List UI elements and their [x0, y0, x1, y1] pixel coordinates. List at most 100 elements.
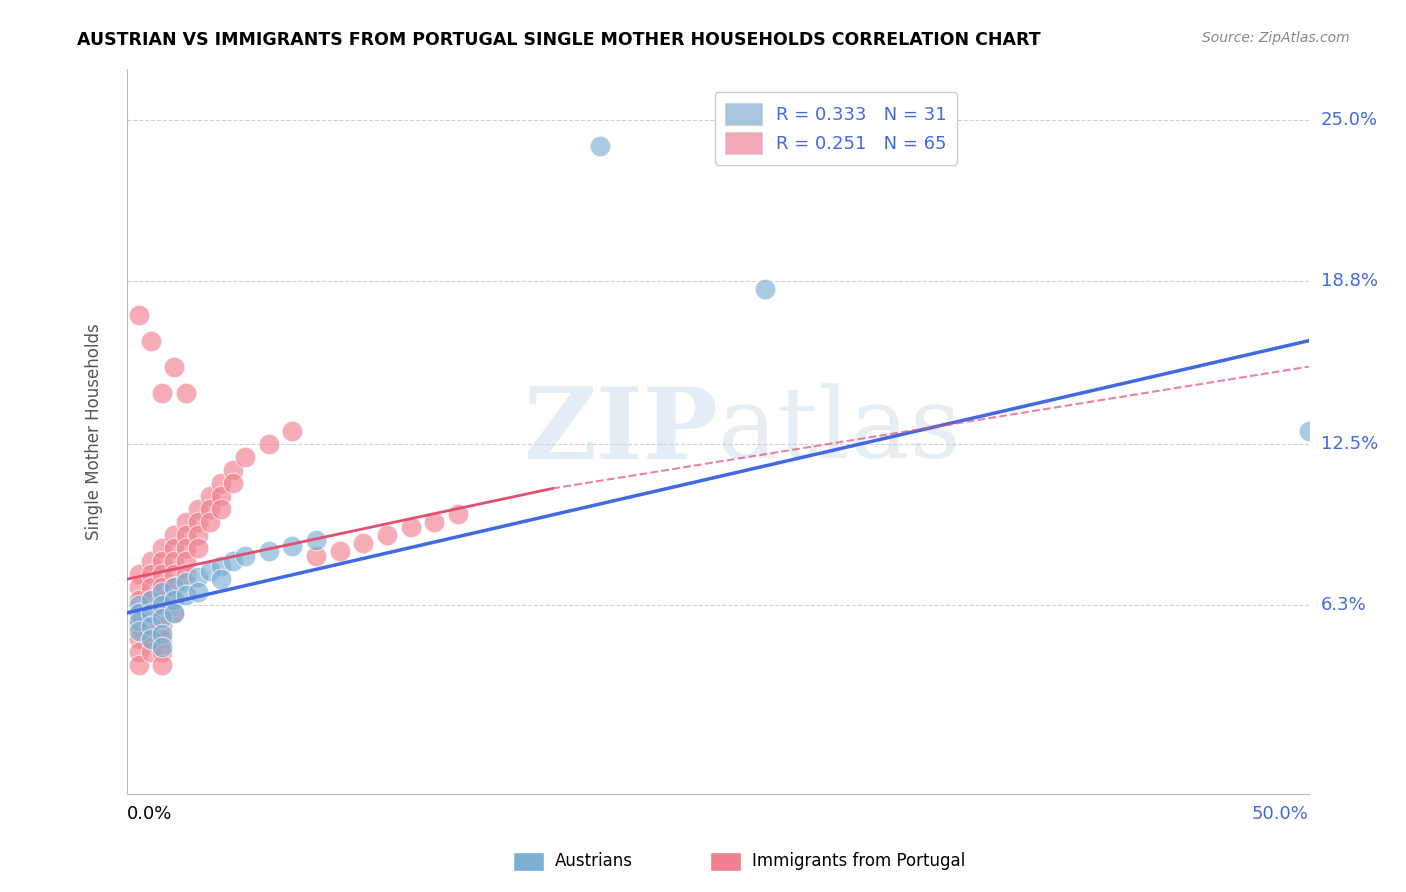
Point — [211, 559, 233, 574]
Point — [128, 645, 150, 659]
Point — [198, 489, 221, 503]
Point — [187, 502, 209, 516]
Point — [150, 626, 173, 640]
Point — [222, 554, 245, 568]
Point — [187, 541, 209, 555]
Point — [150, 593, 173, 607]
Point — [128, 606, 150, 620]
Point — [447, 508, 470, 522]
Point — [139, 567, 162, 582]
Point — [128, 606, 150, 620]
Point — [150, 554, 173, 568]
Point — [139, 580, 162, 594]
Point — [174, 541, 197, 555]
Text: atlas: atlas — [718, 384, 960, 479]
Point — [150, 385, 173, 400]
Point — [589, 139, 612, 153]
Point — [174, 574, 197, 589]
Text: Immigrants from Portugal: Immigrants from Portugal — [752, 852, 966, 870]
Point — [150, 657, 173, 672]
Text: 18.8%: 18.8% — [1320, 272, 1378, 290]
Point — [128, 567, 150, 582]
Point — [163, 580, 186, 594]
Point — [211, 476, 233, 491]
Point — [187, 515, 209, 529]
Point — [163, 606, 186, 620]
Point — [139, 593, 162, 607]
Point — [163, 359, 186, 374]
Point — [163, 528, 186, 542]
Point — [150, 640, 173, 654]
Point — [174, 515, 197, 529]
Point — [222, 476, 245, 491]
Legend: R = 0.333   N = 31, R = 0.251   N = 65: R = 0.333 N = 31, R = 0.251 N = 65 — [714, 92, 957, 165]
Point — [128, 308, 150, 322]
Point — [150, 611, 173, 625]
Point — [174, 385, 197, 400]
Point — [139, 632, 162, 646]
Point — [128, 614, 150, 628]
Point — [174, 528, 197, 542]
Point — [128, 632, 150, 646]
Point — [163, 606, 186, 620]
Point — [128, 598, 150, 612]
Point — [163, 554, 186, 568]
Text: AUSTRIAN VS IMMIGRANTS FROM PORTUGAL SINGLE MOTHER HOUSEHOLDS CORRELATION CHART: AUSTRIAN VS IMMIGRANTS FROM PORTUGAL SIN… — [77, 31, 1040, 49]
Point — [211, 572, 233, 586]
Text: 6.3%: 6.3% — [1320, 596, 1367, 614]
Point — [139, 632, 162, 646]
Point — [128, 624, 150, 638]
Point — [174, 588, 197, 602]
Point — [163, 541, 186, 555]
Point — [139, 606, 162, 620]
Point — [150, 619, 173, 633]
Point — [187, 569, 209, 583]
Text: Source: ZipAtlas.com: Source: ZipAtlas.com — [1202, 31, 1350, 45]
Point — [187, 585, 209, 599]
Point — [163, 593, 186, 607]
Point — [174, 554, 197, 568]
Point — [198, 565, 221, 579]
Point — [139, 606, 162, 620]
Point — [128, 593, 150, 607]
Point — [375, 528, 398, 542]
Point — [150, 541, 173, 555]
Point — [233, 549, 256, 563]
Point — [139, 619, 162, 633]
Point — [281, 425, 304, 439]
Point — [163, 580, 186, 594]
Point — [198, 502, 221, 516]
Point — [163, 593, 186, 607]
Point — [139, 554, 162, 568]
Point — [139, 593, 162, 607]
Point — [150, 632, 173, 646]
Point — [150, 606, 173, 620]
Point — [139, 645, 162, 659]
Point — [281, 539, 304, 553]
Point — [150, 580, 173, 594]
Point — [305, 549, 328, 563]
Point — [754, 282, 776, 296]
Y-axis label: Single Mother Households: Single Mother Households — [86, 323, 103, 540]
Point — [211, 502, 233, 516]
Point — [163, 567, 186, 582]
Point — [399, 520, 422, 534]
Point — [423, 515, 446, 529]
Point — [211, 489, 233, 503]
Point — [1298, 425, 1320, 439]
Point — [233, 450, 256, 465]
Point — [187, 528, 209, 542]
Text: 12.5%: 12.5% — [1320, 435, 1378, 453]
Text: 50.0%: 50.0% — [1251, 805, 1309, 823]
Point — [329, 543, 352, 558]
Text: ZIP: ZIP — [523, 383, 718, 480]
Text: 0.0%: 0.0% — [127, 805, 173, 823]
Point — [352, 536, 374, 550]
Point — [128, 580, 150, 594]
Point — [174, 567, 197, 582]
Point — [222, 463, 245, 477]
Point — [139, 334, 162, 348]
Point — [198, 515, 221, 529]
Point — [150, 585, 173, 599]
Point — [128, 657, 150, 672]
